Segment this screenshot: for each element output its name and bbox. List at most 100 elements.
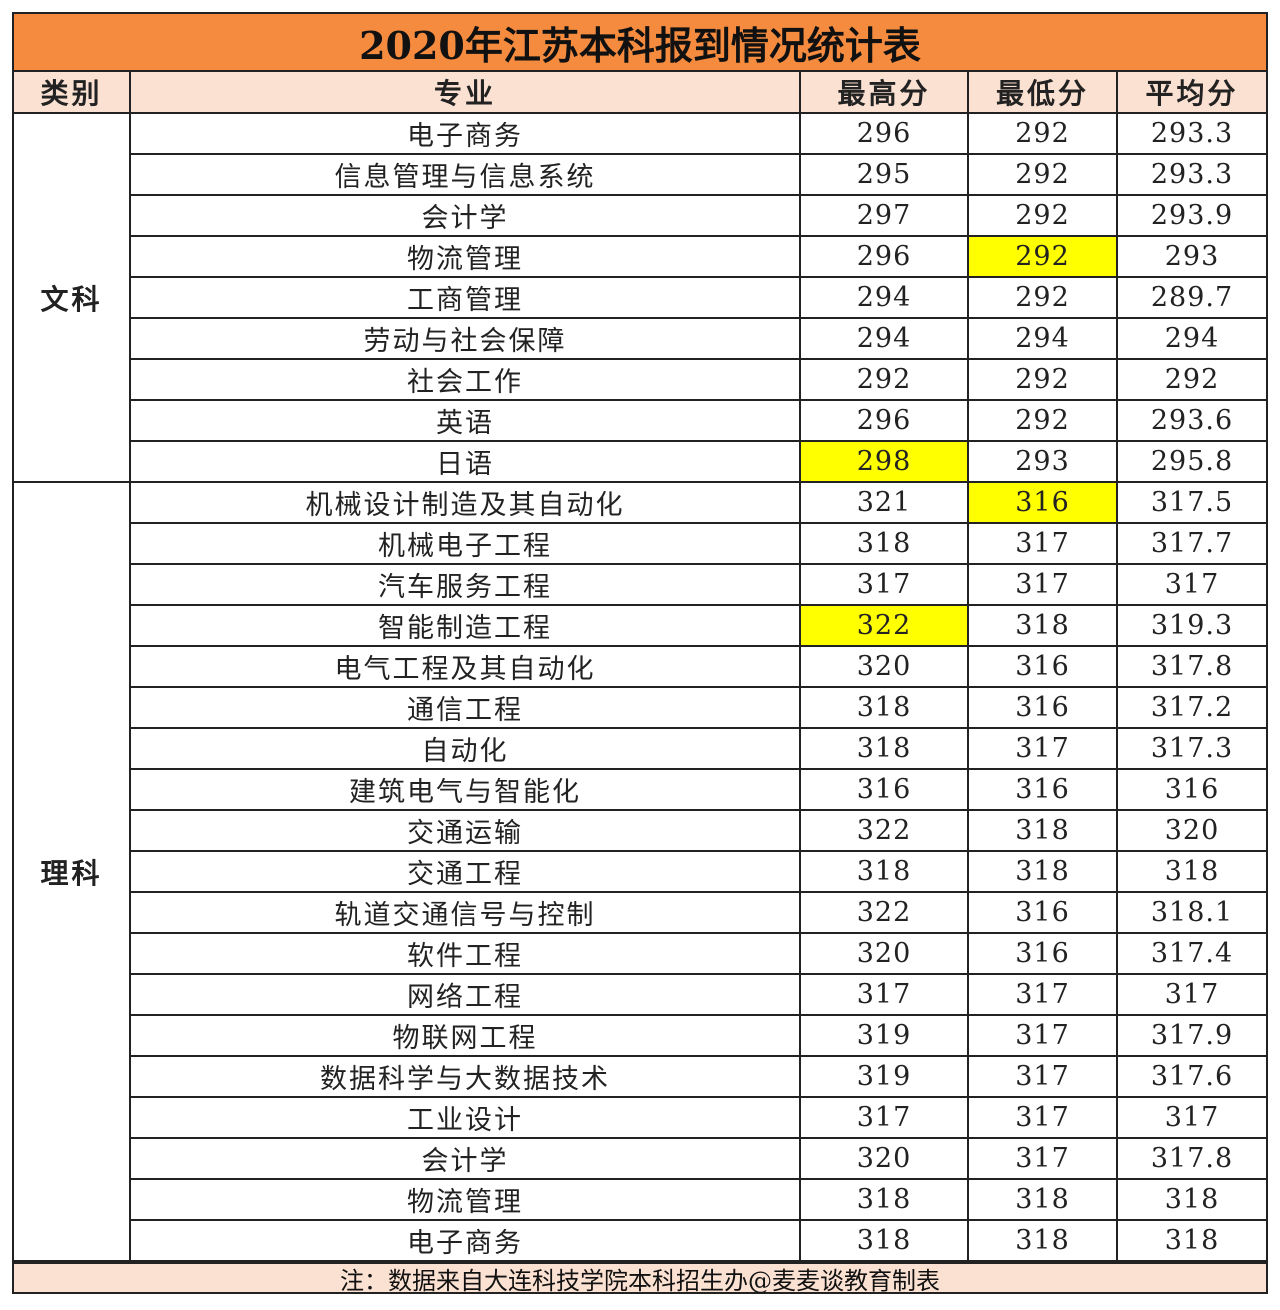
avg-score-cell: 293.6 [1116, 399, 1266, 442]
max-score-cell: 316 [799, 768, 969, 811]
major-cell: 工商管理 [130, 276, 801, 319]
major-cell: 工业设计 [130, 1096, 801, 1139]
table-row: 物联网工程 319 317 317.9 [14, 1014, 1266, 1057]
avg-score-cell: 294 [1116, 317, 1266, 360]
table-row: 通信工程 318 316 317.2 [14, 686, 1266, 729]
major-cell: 数据科学与大数据技术 [130, 1055, 801, 1098]
avg-score-cell: 320 [1116, 809, 1266, 852]
table-row: 建筑电气与智能化 316 316 316 [14, 768, 1266, 811]
table-row: 交通运输 322 318 320 [14, 809, 1266, 852]
major-cell: 物流管理 [130, 235, 801, 278]
min-score-cell: 318 [967, 1219, 1118, 1262]
avg-score-cell: 293.9 [1116, 194, 1266, 237]
table-row: 劳动与社会保障 294 294 294 [14, 317, 1266, 360]
min-score-cell: 292 [967, 235, 1118, 278]
avg-score-cell: 317.4 [1116, 932, 1266, 975]
min-score-cell: 292 [967, 153, 1118, 196]
score-table: 类别 专业 最高分 最低分 平均分 文科 电子商务 296 292 293.3 信息管理与… [14, 72, 1266, 1262]
max-score-cell: 292 [799, 358, 969, 401]
min-score-cell: 316 [967, 686, 1118, 729]
major-cell: 交通运输 [130, 809, 801, 852]
avg-score-cell: 293 [1116, 235, 1266, 278]
table-row: 物流管理 296 292 293 [14, 235, 1266, 278]
table-row: 日语 298 293 295.8 [14, 440, 1266, 483]
avg-score-cell: 317.3 [1116, 727, 1266, 770]
table-row: 英语 296 292 293.6 [14, 399, 1266, 442]
avg-score-cell: 318 [1116, 850, 1266, 893]
table-row: 文科 电子商务 296 292 293.3 [14, 113, 1266, 483]
avg-score-cell: 318.1 [1116, 891, 1266, 934]
max-score-cell: 319 [799, 1055, 969, 1098]
major-cell: 机械电子工程 [130, 522, 801, 565]
major-cell: 会计学 [130, 194, 801, 237]
max-score-cell: 318 [799, 1178, 969, 1221]
max-score-cell: 296 [799, 113, 969, 155]
avg-score-cell: 317.5 [1116, 481, 1266, 524]
min-score-cell: 316 [967, 481, 1118, 524]
max-score-cell: 317 [799, 973, 969, 1016]
major-cell: 通信工程 [130, 686, 801, 729]
min-score-cell: 317 [967, 1055, 1118, 1098]
header-row: 类别 专业 最高分 最低分 平均分 [14, 72, 1266, 114]
min-score-cell: 318 [967, 1178, 1118, 1221]
table-body: 文科 电子商务 296 292 293.3 信息管理与信息系统 295 292 293.3 会计学… [14, 113, 1266, 1262]
max-score-cell: 298 [799, 440, 969, 483]
table-row: 汽车服务工程 317 317 317 [14, 563, 1266, 606]
category-cell: 文科 [14, 113, 131, 483]
major-cell: 机械设计制造及其自动化 [129, 481, 801, 524]
min-score-cell: 316 [967, 891, 1118, 934]
min-score-cell: 294 [967, 317, 1118, 360]
min-score-cell: 292 [967, 113, 1118, 155]
table-row: 交通工程 318 318 318 [14, 850, 1266, 893]
avg-score-cell: 292 [1116, 358, 1266, 401]
avg-score-cell: 317.2 [1116, 686, 1266, 729]
max-score-cell: 322 [799, 604, 969, 647]
max-score-cell: 296 [799, 235, 969, 278]
table-row: 电气工程及其自动化 320 316 317.8 [14, 645, 1266, 688]
max-score-cell: 319 [799, 1014, 969, 1057]
min-score-cell: 317 [967, 563, 1118, 606]
major-cell: 电子商务 [130, 1219, 801, 1262]
major-cell: 劳动与社会保障 [130, 317, 801, 360]
avg-score-cell: 293.3 [1116, 113, 1266, 155]
major-cell: 建筑电气与智能化 [130, 768, 801, 811]
min-score-cell: 292 [967, 358, 1118, 401]
major-cell: 轨道交通信号与控制 [130, 891, 801, 934]
table-row: 会计学 297 292 293.9 [14, 194, 1266, 237]
table-row: 自动化 318 317 317.3 [14, 727, 1266, 770]
avg-score-cell: 319.3 [1116, 604, 1266, 647]
table-row: 理科 机械设计制造及其自动化 321 316 317.5 [14, 481, 1266, 1262]
table-row: 数据科学与大数据技术 319 317 317.6 [14, 1055, 1266, 1098]
table-row: 社会工作 292 292 292 [14, 358, 1266, 401]
max-score-cell: 297 [799, 194, 969, 237]
category-cell: 理科 [14, 481, 131, 1262]
score-table-sheet: 2020年江苏本科报到情况统计表 类别 专业 最高分 最低分 平均分 文科 电子商… [12, 12, 1268, 1295]
avg-score-cell: 317.7 [1116, 522, 1266, 565]
major-cell: 物流管理 [130, 1178, 801, 1221]
max-score-cell: 322 [799, 809, 969, 852]
min-score-cell: 318 [967, 809, 1118, 852]
source-note: 注：数据来自大连科技学院本科招生办@麦麦谈教育制表 [14, 1262, 1266, 1295]
min-score-cell: 292 [967, 194, 1118, 237]
min-score-cell: 292 [967, 399, 1118, 442]
avg-score-cell: 289.7 [1116, 276, 1266, 319]
major-cell: 交通工程 [130, 850, 801, 893]
avg-score-cell: 316 [1116, 768, 1266, 811]
major-cell: 英语 [130, 399, 801, 442]
max-score-cell: 318 [799, 727, 969, 770]
max-score-cell: 318 [799, 522, 969, 565]
min-score-cell: 316 [967, 768, 1118, 811]
avg-score-cell: 317.8 [1116, 1137, 1266, 1180]
table-row: 电子商务 318 318 318 [14, 1219, 1266, 1262]
avg-score-cell: 317 [1116, 973, 1266, 1016]
major-cell: 电气工程及其自动化 [130, 645, 801, 688]
major-cell: 信息管理与信息系统 [130, 153, 801, 196]
max-score-cell: 321 [799, 481, 969, 524]
avg-score-cell: 318 [1116, 1219, 1266, 1262]
max-score-cell: 318 [799, 850, 969, 893]
max-score-cell: 320 [799, 1137, 969, 1180]
max-score-cell: 295 [799, 153, 969, 196]
max-score-cell: 294 [799, 276, 969, 319]
min-score-cell: 318 [967, 850, 1118, 893]
table-row: 软件工程 320 316 317.4 [14, 932, 1266, 975]
